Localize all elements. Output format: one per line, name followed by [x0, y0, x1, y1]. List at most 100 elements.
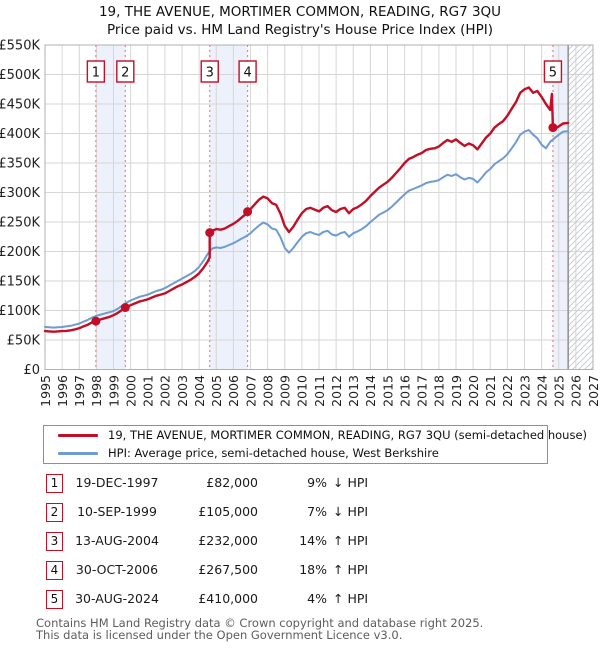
- x-tick-label: 2021: [483, 375, 498, 407]
- hpi-ref-label: HPI: [347, 591, 369, 606]
- hpi-ref-label: HPI: [347, 533, 369, 548]
- page-title: 19, THE AVENUE, MORTIMER COMMON, READING…: [98, 4, 502, 20]
- legend-item-hpi: HPI: Average price, semi-detached house,…: [44, 444, 547, 462]
- x-tick-label: 2023: [517, 375, 532, 407]
- sale-hpi-direction: ↑ HPI: [333, 533, 368, 548]
- y-tick-label: £200K: [0, 245, 40, 260]
- sale-price: £232,000: [198, 533, 258, 548]
- x-tick-label: 1996: [55, 375, 70, 407]
- legend-label-property: 19, THE AVENUE, MORTIMER COMMON, READING…: [108, 428, 588, 442]
- x-tick-label: 2006: [226, 375, 241, 407]
- price-paid-line: [43, 86, 570, 333]
- sale-price: £82,000: [206, 475, 258, 490]
- sale-hpi-direction: ↑ HPI: [333, 562, 368, 577]
- sale-badge-5: [543, 60, 563, 83]
- arrow-icon: ↓: [333, 504, 344, 519]
- sale-badge-number-4: 4: [243, 66, 251, 81]
- sale-period-band: [552, 45, 569, 370]
- y-tick-label: £350K: [0, 157, 40, 172]
- sale-price: £105,000: [198, 504, 258, 519]
- y-tick-label: £50K: [7, 334, 41, 349]
- x-tick-label: 2007: [243, 375, 258, 407]
- x-tick-label: 2013: [346, 375, 361, 407]
- sale-number-badge: 3: [46, 532, 63, 551]
- x-tick-label: 2011: [312, 375, 327, 407]
- sale-date: 19-DEC-1997: [75, 475, 159, 490]
- copyright-line: Contains HM Land Registry data © Crown c…: [36, 616, 484, 630]
- sale-badge-number-3: 3: [206, 66, 214, 81]
- x-tick-label: 2018: [432, 375, 447, 407]
- sale-number-badge: 4: [46, 561, 63, 580]
- price-history-chart: 1 2 3 4 5 £0 £50K £100K £150K £200K £250K £300K £350…: [0, 39, 600, 407]
- y-tick-label: £100K: [0, 304, 40, 319]
- sale-badge-3: [200, 60, 219, 83]
- x-tick-label: 2017: [415, 375, 430, 407]
- x-tick-label: 2022: [500, 375, 515, 407]
- x-tick-label: 2027: [586, 375, 600, 407]
- sale-row-1: 1 19-DEC-1997 £82,000 9% ↓ HPI: [0, 474, 600, 494]
- x-tick-label: 2019: [449, 375, 464, 407]
- x-tick-label: 2002: [158, 375, 173, 407]
- sale-date: 13-AUG-2004: [75, 533, 159, 548]
- chart-legend: 19, THE AVENUE, MORTIMER COMMON, READING…: [43, 425, 587, 464]
- sale-row-2: 2 10-SEP-1999 £105,000 7% ↓ HPI: [0, 503, 600, 523]
- x-tick-label: 2025: [552, 375, 567, 407]
- sale-hpi-direction: ↓ HPI: [333, 504, 368, 519]
- sale-marker-1: [91, 316, 101, 326]
- x-tick-label: 1995: [38, 375, 53, 407]
- x-tick-label: 1999: [106, 375, 121, 407]
- y-tick-label: £450K: [0, 98, 40, 113]
- arrow-icon: ↑: [333, 533, 344, 548]
- x-tick-label: 1998: [89, 375, 104, 407]
- y-tick-label: £0: [23, 363, 40, 378]
- hpi-line: [44, 129, 570, 329]
- y-tick-label: £250K: [0, 216, 40, 231]
- sale-marker-5: [548, 123, 558, 133]
- sale-badge-4: [238, 60, 257, 83]
- sale-marker-2: [120, 303, 130, 313]
- hpi-line-swatch: [58, 452, 98, 455]
- page-subtitle: Price paid vs. HM Land Registry's House …: [107, 22, 493, 38]
- x-tick-label: 2003: [175, 375, 190, 407]
- sale-number-badge: 2: [46, 503, 63, 522]
- sale-number-badge: 1: [46, 474, 63, 493]
- x-tick-label: 2020: [466, 375, 481, 407]
- sale-hpi-direction: ↓ HPI: [333, 475, 368, 490]
- sale-date: 30-OCT-2006: [75, 562, 159, 577]
- sale-period-band: [209, 45, 248, 370]
- sale-hpi-direction: ↑ HPI: [333, 591, 368, 606]
- x-tick-label: 2005: [209, 375, 224, 407]
- sale-hpi-percent: 18%: [299, 562, 327, 577]
- sale-row-5: 5 30-AUG-2024 £410,000 4% ↑ HPI: [0, 590, 600, 610]
- x-tick-label: 2012: [329, 375, 344, 407]
- property-line-swatch: [58, 434, 98, 437]
- x-tick-label: 2016: [397, 375, 412, 407]
- sale-hpi-percent: 9%: [307, 475, 327, 490]
- sale-row-4: 4 30-OCT-2006 £267,500 18% ↑ HPI: [0, 561, 600, 581]
- x-tick-label: 2008: [260, 375, 275, 407]
- x-tick-label: 2009: [278, 375, 293, 407]
- sale-date: 10-SEP-1999: [77, 504, 157, 519]
- hpi-ref-label: HPI: [347, 475, 369, 490]
- sale-row-3: 3 13-AUG-2004 £232,000 14% ↑ HPI: [0, 532, 600, 552]
- sale-number-badge: 5: [46, 590, 63, 609]
- arrow-icon: ↑: [333, 562, 344, 577]
- arrow-icon: ↓: [333, 475, 344, 490]
- x-tick-label: 2000: [123, 375, 138, 407]
- sale-marker-4: [243, 207, 253, 217]
- y-tick-label: £500K: [0, 68, 40, 83]
- sale-badge-number-1: 1: [92, 66, 100, 81]
- x-tick-label: 2014: [363, 375, 378, 407]
- hpi-ref-label: HPI: [347, 562, 369, 577]
- licence-line: This data is licensed under the Open Gov…: [36, 628, 403, 642]
- sale-date: 30-AUG-2024: [75, 591, 159, 606]
- sale-price: £410,000: [198, 591, 258, 606]
- y-tick-label: £550K: [0, 39, 40, 54]
- sale-hpi-percent: 4%: [307, 591, 327, 606]
- arrow-icon: ↑: [333, 591, 344, 606]
- legend-item-property: 19, THE AVENUE, MORTIMER COMMON, READING…: [44, 426, 587, 444]
- hpi-ref-label: HPI: [347, 504, 369, 519]
- y-tick-label: £150K: [0, 275, 40, 290]
- y-tick-label: £400K: [0, 127, 40, 142]
- plot-border: [44, 44, 594, 370]
